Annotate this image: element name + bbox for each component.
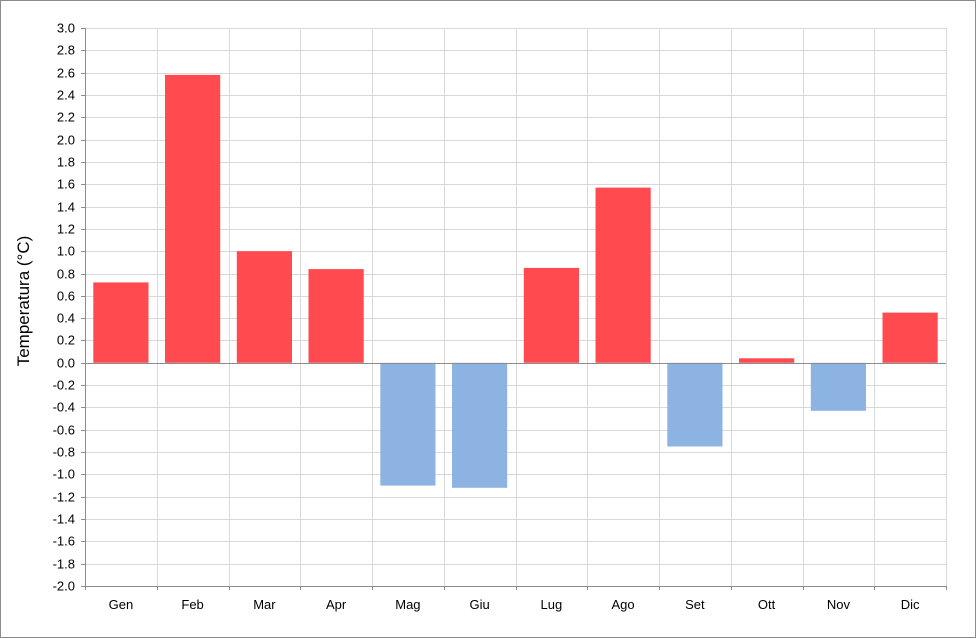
x-tick-label: Mar (253, 597, 276, 612)
y-tick-label: 2.8 (57, 43, 75, 58)
y-tick-label: -1.2 (53, 490, 75, 505)
bar-feb (165, 74, 221, 363)
y-tick-label: -0.4 (53, 400, 75, 415)
y-tick-label: -1.4 (53, 512, 75, 527)
y-tick-label: 2.6 (57, 66, 75, 81)
y-tick-label: 0.0 (57, 356, 75, 371)
x-tick-labels: Gen Feb Mar Apr Mag Giu Lug Ago Set Ott Nov Dic (109, 597, 920, 612)
bar-lug (523, 267, 579, 363)
x-tick-label: Ott (758, 597, 776, 612)
x-tick-label: Feb (181, 597, 203, 612)
y-tick-label: -1.8 (53, 557, 75, 572)
x-tick-label: Apr (326, 597, 347, 612)
y-tick-labels: -2.0 -1.8 -1.6 -1.4 -1.2 -1.0 -0.8 -0.6 -0.4 -0.2… (53, 21, 75, 594)
y-tick-label: 1.2 (57, 222, 75, 237)
y-tick-label: -0.2 (53, 378, 75, 393)
y-tick-label: 0.4 (57, 311, 75, 326)
y-tick-label: -0.8 (53, 445, 75, 460)
y-tick-label: 1.6 (57, 177, 75, 192)
y-tick-label: 0.8 (57, 267, 75, 282)
y-axis-title: Temperatura (°C) (14, 236, 33, 367)
y-tick-label: 2.0 (57, 133, 75, 148)
axes (81, 28, 947, 590)
y-tick-label: -2.0 (53, 579, 75, 594)
bar-ago (595, 187, 651, 363)
bar-mar (236, 251, 292, 363)
x-tick-label: Lug (541, 597, 563, 612)
y-tick-label: 2.4 (57, 88, 75, 103)
bar-ott (739, 358, 795, 363)
x-tick-label: Ago (612, 597, 635, 612)
bar-apr (308, 269, 364, 363)
y-tick-label: 1.4 (57, 200, 75, 215)
bar-gen (93, 282, 149, 363)
bars (93, 74, 938, 488)
x-tick-label: Set (685, 597, 705, 612)
x-tick-label: Nov (827, 597, 851, 612)
y-tick-label: 1.0 (57, 244, 75, 259)
y-tick-label: 3.0 (57, 21, 75, 36)
bar-dic (882, 312, 938, 363)
bar-nov (810, 362, 866, 411)
y-tick-label: 0.6 (57, 289, 75, 304)
x-tick-label: Gen (109, 597, 134, 612)
x-tick-label: Dic (901, 597, 920, 612)
y-tick-label: 1.8 (57, 155, 75, 170)
y-tick-label: -0.6 (53, 423, 75, 438)
grid-lines (85, 28, 947, 587)
bar-mag (380, 362, 436, 486)
bar-giu (452, 362, 508, 488)
x-tick-label: Mag (395, 597, 420, 612)
y-tick-label: 2.2 (57, 110, 75, 125)
y-tick-label: 0.2 (57, 333, 75, 348)
x-tick-label: Giu (469, 597, 489, 612)
bar-set (667, 362, 723, 447)
y-tick-label: -1.0 (53, 467, 75, 482)
y-tick-label: -1.6 (53, 534, 75, 549)
